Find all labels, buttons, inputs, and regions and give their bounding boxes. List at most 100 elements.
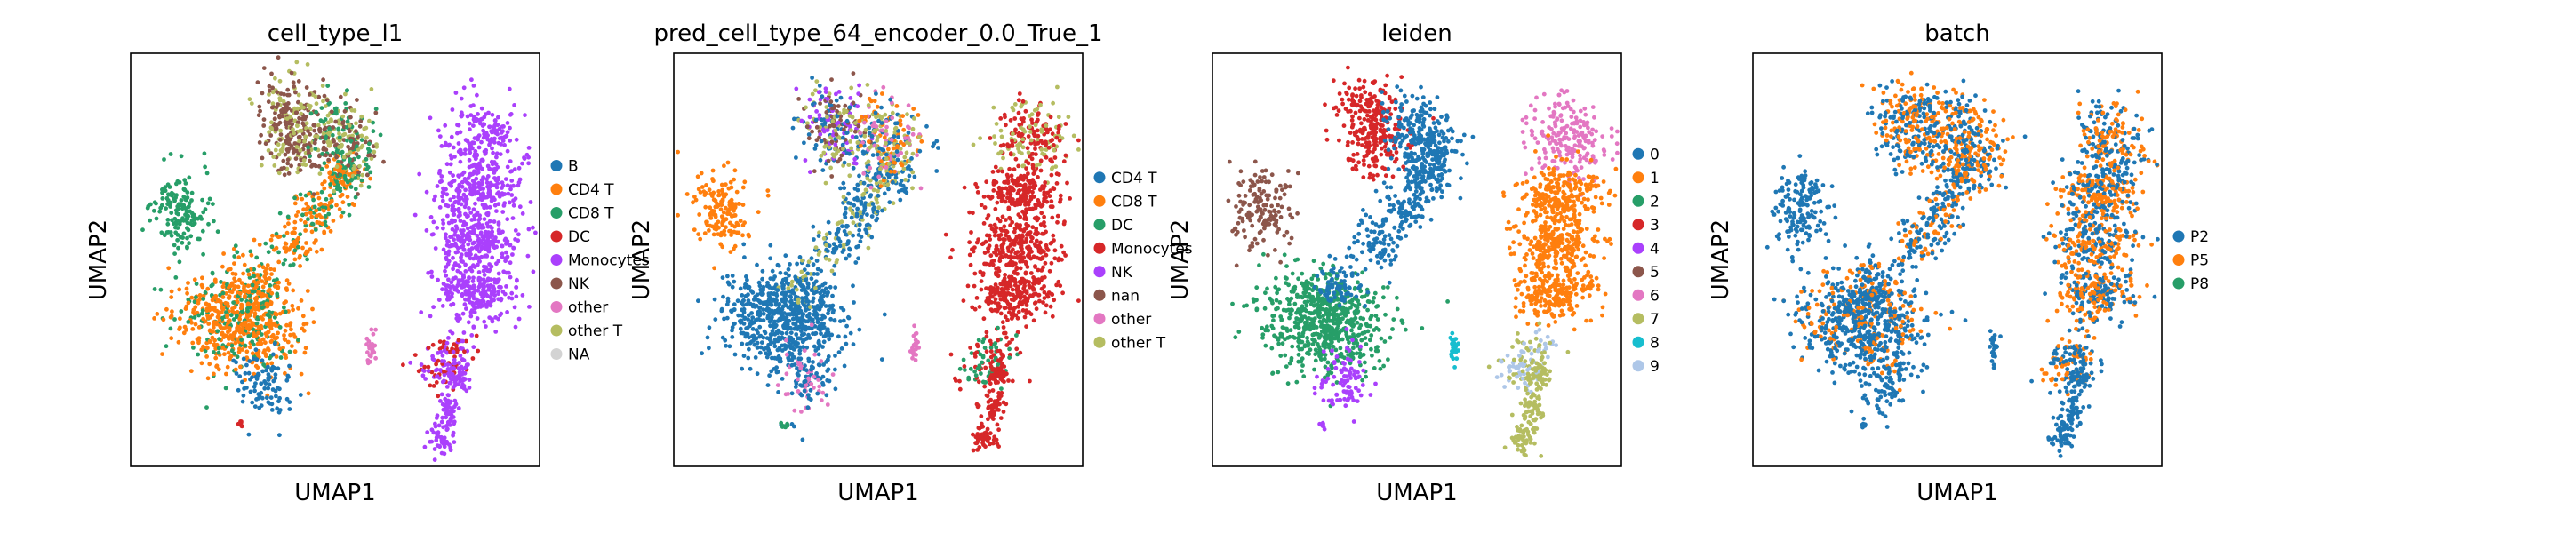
scatter-point — [903, 178, 908, 182]
scatter-point — [484, 112, 488, 116]
scatter-point — [452, 232, 458, 237]
scatter-point — [856, 256, 860, 261]
scatter-point — [775, 383, 780, 387]
scatter-point — [201, 316, 206, 322]
scatter-point — [459, 239, 463, 244]
scatter-point — [750, 334, 755, 338]
scatter-point — [204, 405, 209, 410]
scatter-point — [1017, 123, 1022, 127]
scatter-point — [496, 277, 501, 282]
scatter-point — [283, 224, 287, 229]
legend-marker — [550, 254, 563, 266]
scatter-point — [804, 307, 808, 313]
scatter-point — [284, 230, 290, 235]
scatter-point — [264, 271, 269, 276]
scatter-point — [453, 224, 459, 229]
scatter-point — [258, 291, 262, 297]
scatter-point — [471, 123, 476, 129]
scatter-point — [348, 157, 352, 162]
scatter-point — [371, 331, 376, 337]
scatter-point — [292, 226, 297, 231]
scatter-point — [266, 386, 271, 391]
scatter-point — [500, 183, 506, 188]
scatter-point — [851, 283, 855, 289]
scatter-point — [931, 144, 935, 149]
scatter-point — [292, 243, 297, 247]
scatter-point — [477, 303, 482, 308]
scatter-point — [185, 235, 189, 241]
scatter-point — [720, 191, 725, 195]
scatter-point — [792, 408, 797, 413]
scatter-point — [478, 232, 484, 236]
scatter-point — [299, 102, 303, 107]
scatter-point — [793, 274, 798, 280]
scatter-point — [242, 262, 247, 267]
scatter-point — [826, 219, 831, 225]
scatter-point — [429, 274, 435, 279]
scatter-point — [868, 185, 874, 190]
scatter-point — [504, 250, 508, 255]
scatter-point — [354, 129, 358, 134]
scatter-point — [1029, 112, 1035, 117]
scatter-point — [210, 282, 215, 287]
scatter-point — [732, 208, 736, 213]
scatter-point — [513, 228, 518, 233]
scatter-point — [256, 113, 261, 118]
scatter-point — [449, 183, 453, 188]
scatter-point — [855, 206, 860, 211]
scatter-point — [340, 192, 345, 197]
scatter-point — [444, 340, 450, 346]
scatter-point — [294, 237, 300, 243]
scatter-point — [906, 103, 911, 108]
scatter-point — [705, 335, 710, 340]
scatter-point — [269, 402, 275, 407]
scatter-point — [168, 230, 173, 235]
scatter-point — [988, 136, 993, 140]
scatter-point — [284, 299, 288, 305]
scatter-point — [291, 307, 295, 313]
scatter-point — [492, 166, 497, 171]
scatter-point — [725, 296, 731, 301]
scatter-point — [512, 305, 517, 310]
scatter-point — [884, 141, 888, 146]
scatter-point — [252, 289, 257, 294]
scatter-point — [212, 338, 218, 343]
scatter-point — [174, 221, 180, 227]
scatter-point — [520, 211, 525, 216]
scatter-point — [855, 104, 860, 109]
scatter-point — [340, 200, 346, 205]
scatter-point — [498, 193, 502, 198]
scatter-point — [845, 224, 850, 228]
scatter-point — [740, 203, 746, 208]
scatter-point — [847, 105, 852, 110]
scatter-point — [875, 216, 880, 221]
scatter-point — [231, 330, 236, 336]
scatter-point — [271, 278, 276, 283]
scatter-point — [855, 140, 860, 145]
scatter-point — [458, 212, 462, 218]
scatter-point — [173, 195, 179, 200]
scatter-point — [460, 382, 465, 387]
scatter-point — [765, 193, 771, 198]
scatter-point — [273, 336, 278, 341]
scatter-point — [474, 155, 478, 161]
scatter-point — [372, 149, 377, 155]
scatter-point — [303, 228, 308, 233]
scatter-point — [454, 316, 460, 321]
scatter-point — [738, 219, 743, 224]
scatter-point — [295, 210, 300, 214]
scatter-point — [306, 391, 311, 396]
scatter-point — [266, 372, 271, 377]
scatter-point — [730, 284, 735, 290]
scatter-point — [860, 115, 864, 120]
scatter-point — [193, 295, 198, 300]
scatter-point — [480, 298, 485, 303]
scatter-point — [819, 359, 824, 363]
scatter-point — [812, 344, 817, 349]
scatter-point — [302, 220, 308, 225]
scatter-point — [833, 285, 838, 290]
scatter-point — [832, 318, 837, 323]
scatter-point — [750, 304, 756, 309]
scatter-point — [469, 77, 474, 83]
scatter-point — [456, 149, 461, 155]
